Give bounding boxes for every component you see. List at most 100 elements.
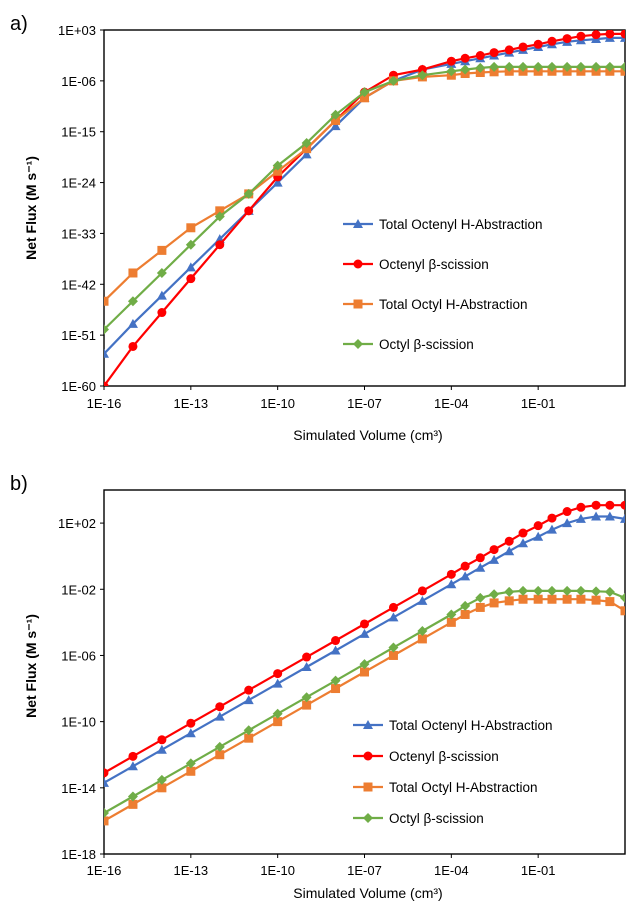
- legend-marker: [353, 219, 363, 228]
- y-tick-label: 1E-10: [61, 715, 96, 730]
- data-point: [489, 61, 500, 72]
- data-point: [127, 761, 138, 771]
- data-point: [243, 725, 254, 736]
- data-point: [157, 735, 167, 745]
- legend-entry: Octenyl β-scission: [379, 257, 489, 272]
- x-tick-label: 1E-13: [173, 863, 208, 878]
- legend-entry: Total Octenyl H-Abstraction: [389, 718, 553, 733]
- data-point: [460, 561, 470, 571]
- data-point: [104, 816, 109, 826]
- data-point: [575, 61, 586, 72]
- legend: Total Octenyl H-Abstraction Octenyl β-sci…: [353, 718, 553, 826]
- series-circle: [104, 500, 625, 778]
- data-point: [185, 262, 196, 272]
- data-point: [331, 636, 341, 646]
- data-point: [272, 708, 283, 719]
- data-point: [533, 39, 543, 49]
- x-tick-label: 1E-01: [521, 396, 556, 411]
- data-point: [244, 206, 254, 216]
- data-point: [446, 56, 456, 66]
- data-point: [104, 808, 109, 819]
- data-point: [417, 634, 427, 644]
- data-point: [417, 595, 428, 605]
- x-tick-label: 1E-16: [87, 396, 122, 411]
- data-point: [533, 531, 544, 541]
- data-point: [156, 774, 167, 785]
- legend-entry: Total Octyl H-Abstraction: [389, 780, 538, 795]
- legend-entry: Octyl β-scission: [389, 811, 484, 826]
- data-point: [604, 61, 615, 72]
- data-point: [185, 728, 196, 738]
- data-point: [605, 597, 615, 607]
- data-point: [518, 594, 528, 604]
- data-point: [301, 662, 312, 672]
- data-point: [104, 768, 109, 778]
- data-point: [186, 718, 196, 728]
- data-point: [489, 589, 500, 600]
- data-point: [576, 502, 586, 512]
- data-point: [244, 685, 254, 695]
- data-point: [128, 268, 138, 278]
- data-point: [330, 675, 341, 686]
- data-point: [605, 30, 615, 39]
- data-point: [360, 93, 369, 103]
- data-point: [604, 586, 615, 597]
- data-point: [460, 64, 471, 75]
- y-tick-label: 1E-18: [61, 847, 96, 862]
- data-point: [489, 545, 499, 555]
- data-point: [215, 702, 225, 712]
- data-point: [546, 524, 557, 534]
- data-point: [504, 536, 514, 546]
- y-tick-label: 1E-33: [61, 226, 96, 241]
- data-point: [156, 267, 167, 278]
- series-diamond: [104, 61, 625, 335]
- data-point: [547, 36, 557, 46]
- data-point: [576, 594, 586, 604]
- data-point: [127, 791, 138, 802]
- x-tick-label: 1E-07: [347, 396, 382, 411]
- chart-panel-b: b) Net Flux (M s⁻¹) Simulated Volume (cm…: [10, 473, 626, 901]
- x-axis-label: Simulated Volume (cm³): [293, 885, 442, 901]
- data-point: [504, 586, 515, 597]
- data-point: [272, 160, 283, 171]
- data-point: [547, 513, 557, 523]
- data-point: [417, 586, 427, 596]
- data-point: [504, 546, 515, 556]
- legend-entry: Total Octyl H-Abstraction: [379, 297, 528, 312]
- data-point: [620, 513, 625, 523]
- x-tick-label: 1E-13: [173, 396, 208, 411]
- data-point: [157, 245, 167, 255]
- data-point: [460, 53, 470, 63]
- data-point: [157, 308, 167, 318]
- data-point: [533, 585, 544, 596]
- data-point: [331, 115, 341, 125]
- data-point: [446, 617, 456, 627]
- data-point: [301, 149, 312, 159]
- data-point: [104, 348, 109, 358]
- data-point: [388, 75, 399, 86]
- y-tick-label: 1E-60: [61, 379, 96, 394]
- data-point: [446, 579, 457, 589]
- data-point: [417, 626, 428, 637]
- legend-marker: [363, 813, 373, 823]
- data-point: [518, 61, 529, 72]
- data-point: [575, 513, 586, 523]
- data-point: [417, 70, 428, 81]
- data-point: [273, 166, 283, 176]
- data-point: [104, 324, 109, 335]
- y-tick-label: 1E-15: [61, 125, 96, 140]
- y-axis-label: Net Flux (M s⁻¹): [23, 156, 39, 260]
- data-point: [591, 61, 602, 72]
- legend-entry: Octenyl β-scission: [389, 749, 499, 764]
- data-point: [214, 711, 225, 721]
- data-point: [546, 585, 557, 596]
- data-point: [620, 592, 625, 603]
- data-point: [215, 750, 225, 760]
- data-point: [243, 695, 254, 705]
- series-triangle: [104, 32, 625, 358]
- data-point: [562, 594, 572, 604]
- data-point: [330, 109, 341, 120]
- data-point: [504, 61, 515, 72]
- data-point: [446, 66, 457, 77]
